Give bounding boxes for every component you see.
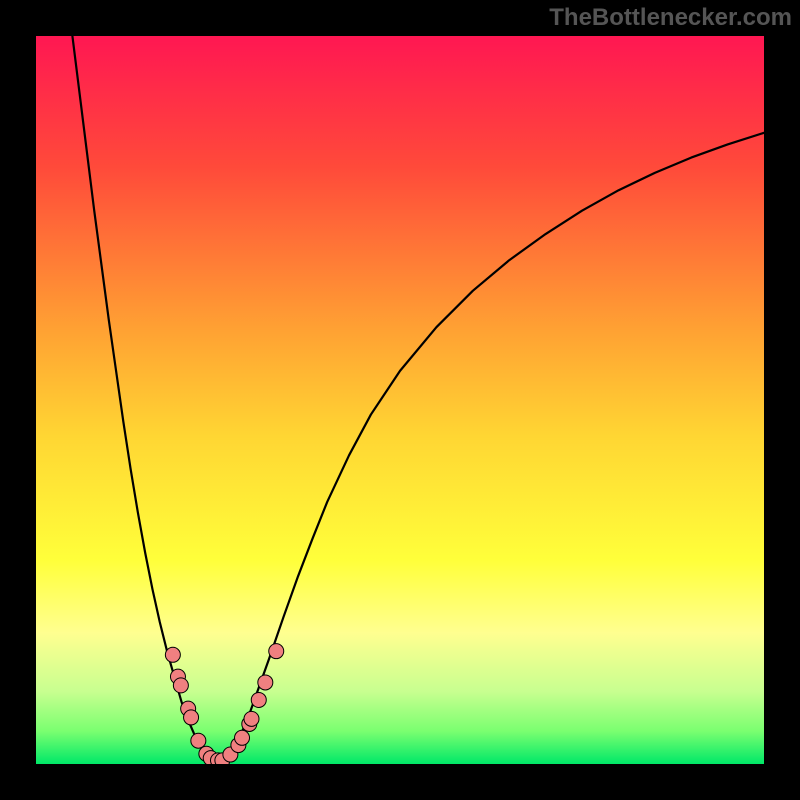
data-marker <box>251 692 266 707</box>
data-marker <box>191 733 206 748</box>
data-marker <box>184 710 199 725</box>
watermark-text: TheBottlenecker.com <box>549 4 792 32</box>
data-marker <box>269 644 284 659</box>
data-marker <box>258 675 273 690</box>
data-marker <box>235 730 250 745</box>
chart-container: TheBottlenecker.com <box>0 0 800 800</box>
chart-svg <box>36 36 764 764</box>
chart-background <box>36 36 764 764</box>
data-marker <box>173 678 188 693</box>
data-marker <box>165 647 180 662</box>
data-marker <box>244 711 259 726</box>
plot-area <box>36 36 764 764</box>
